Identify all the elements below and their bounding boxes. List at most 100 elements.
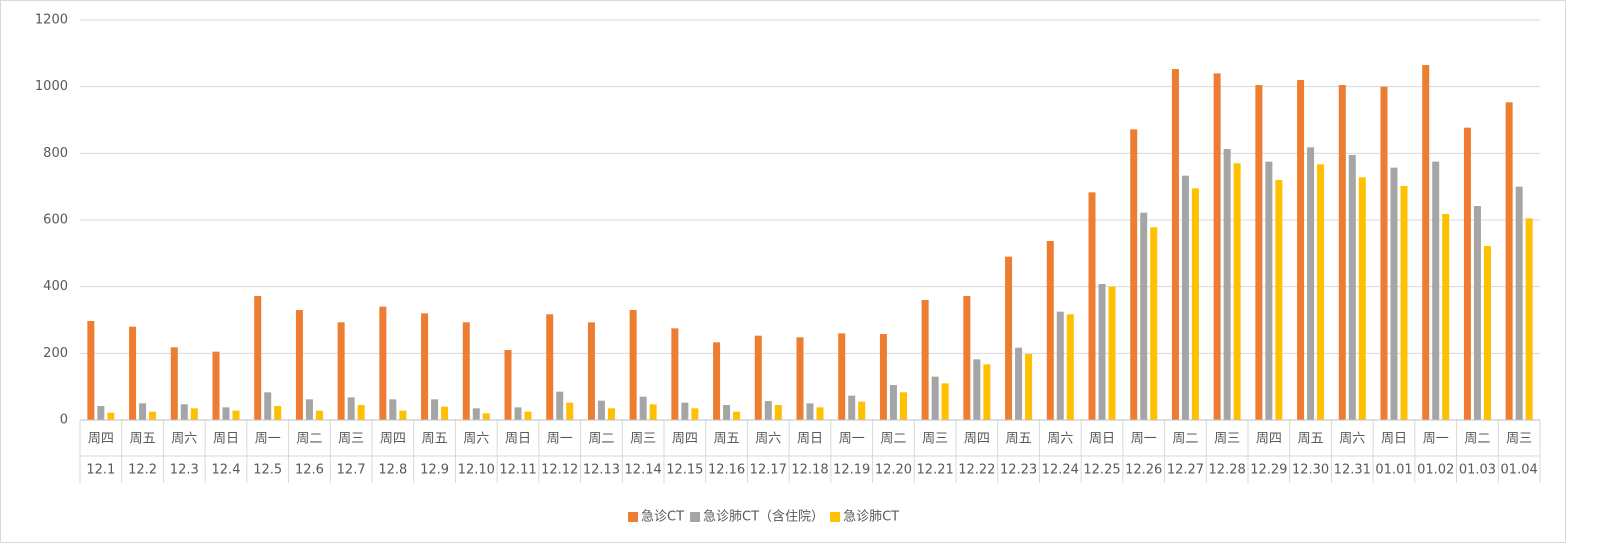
bar [1223,149,1231,420]
bar [1338,85,1346,420]
x-tick-label: 12.18 [791,463,828,478]
bar [139,403,147,420]
bar [389,399,397,420]
x-tick-label: 12.22 [958,463,995,478]
x-weekday-label: 周一 [547,432,573,447]
bar [1171,69,1179,420]
bar [347,397,355,420]
x-tick-label: 12.7 [337,463,366,478]
bar [879,334,887,420]
bar [774,405,782,420]
x-weekday-label: 周二 [1464,432,1490,447]
bar [1108,286,1116,420]
legend-label: 急诊肺CT（含住院） [703,509,824,525]
bar [431,399,439,420]
x-weekday-label: 周三 [338,432,364,447]
bar [1463,127,1471,421]
x-weekday-label: 周六 [171,432,197,447]
bar [357,405,365,420]
x-weekday-label: 周三 [1214,432,1240,447]
bar [723,405,731,420]
bar [941,383,949,420]
bar [1380,86,1388,421]
bar [1297,80,1305,420]
bar [264,392,272,420]
x-tick-label: 12.17 [750,463,787,478]
bar [889,385,897,420]
x-weekday-label: 周二 [588,432,614,447]
bar [170,347,178,420]
x-weekday-label: 周六 [755,432,781,447]
bar [315,410,323,420]
x-tick-label: 12.10 [458,463,495,478]
x-tick-label: 12.12 [541,463,578,478]
x-tick-label: 12.30 [1292,463,1329,478]
bar [1233,163,1241,421]
x-tick-label: 12.19 [833,463,870,478]
bar [1390,167,1398,420]
bar [973,359,981,420]
bar [796,337,804,420]
bar [1191,188,1199,420]
x-weekday-label: 周一 [839,432,865,447]
x-weekday-label: 周四 [88,432,114,447]
bar [1213,73,1221,420]
bar [1130,129,1138,421]
bar [963,296,971,420]
x-weekday-label: 周一 [255,432,281,447]
y-tick-label: 600 [43,213,68,228]
bar [1505,102,1513,420]
x-tick-label: 12.3 [170,463,199,478]
x-weekday-label: 周五 [714,432,740,447]
x-weekday-label: 周六 [1339,432,1365,447]
x-tick-label: 12.24 [1042,463,1079,478]
bar [649,404,657,420]
x-tick-label: 12.1 [86,463,115,478]
x-tick-label: 12.8 [378,463,407,478]
bar [607,408,615,420]
bar [1525,218,1533,420]
x-weekday-label: 周二 [880,432,906,447]
bar [597,400,605,420]
bar [983,364,991,420]
x-tick-label: 12.26 [1125,463,1162,478]
bar [1098,284,1106,420]
bar [1483,246,1491,420]
x-weekday-label: 周二 [296,432,322,447]
bar [1066,314,1074,420]
bar [733,411,741,420]
bar [1422,65,1430,420]
bar [858,401,866,420]
bar [1275,180,1283,420]
bar [838,333,846,420]
bar [129,326,137,420]
bar [816,407,824,420]
bar [1358,177,1366,420]
x-weekday-label: 周日 [1089,432,1115,447]
x-tick-label: 12.29 [1250,463,1287,478]
x-weekday-label: 周一 [1131,432,1157,447]
bar [1088,192,1096,420]
x-weekday-label: 周四 [1256,432,1282,447]
bar [1265,161,1273,420]
x-tick-label: 12.28 [1209,463,1246,478]
x-tick-label: 01.04 [1501,463,1538,478]
bar [1005,256,1013,420]
bar [639,396,647,420]
x-tick-label: 01.01 [1375,463,1412,478]
x-tick-label: 01.03 [1459,463,1496,478]
chart-frame [0,0,1566,543]
bar [441,406,449,420]
bar [482,413,490,420]
x-weekday-label: 周六 [463,432,489,447]
x-weekday-label: 周五 [1298,432,1324,447]
bar [691,408,699,420]
bar [232,410,240,420]
x-weekday-label: 周三 [922,432,948,447]
bar [566,402,574,420]
legend-label: 急诊肺CT [843,510,899,525]
bar [848,395,856,420]
x-tick-label: 12.31 [1334,463,1371,478]
y-tick-label: 1200 [35,13,68,28]
bar [1150,227,1158,420]
